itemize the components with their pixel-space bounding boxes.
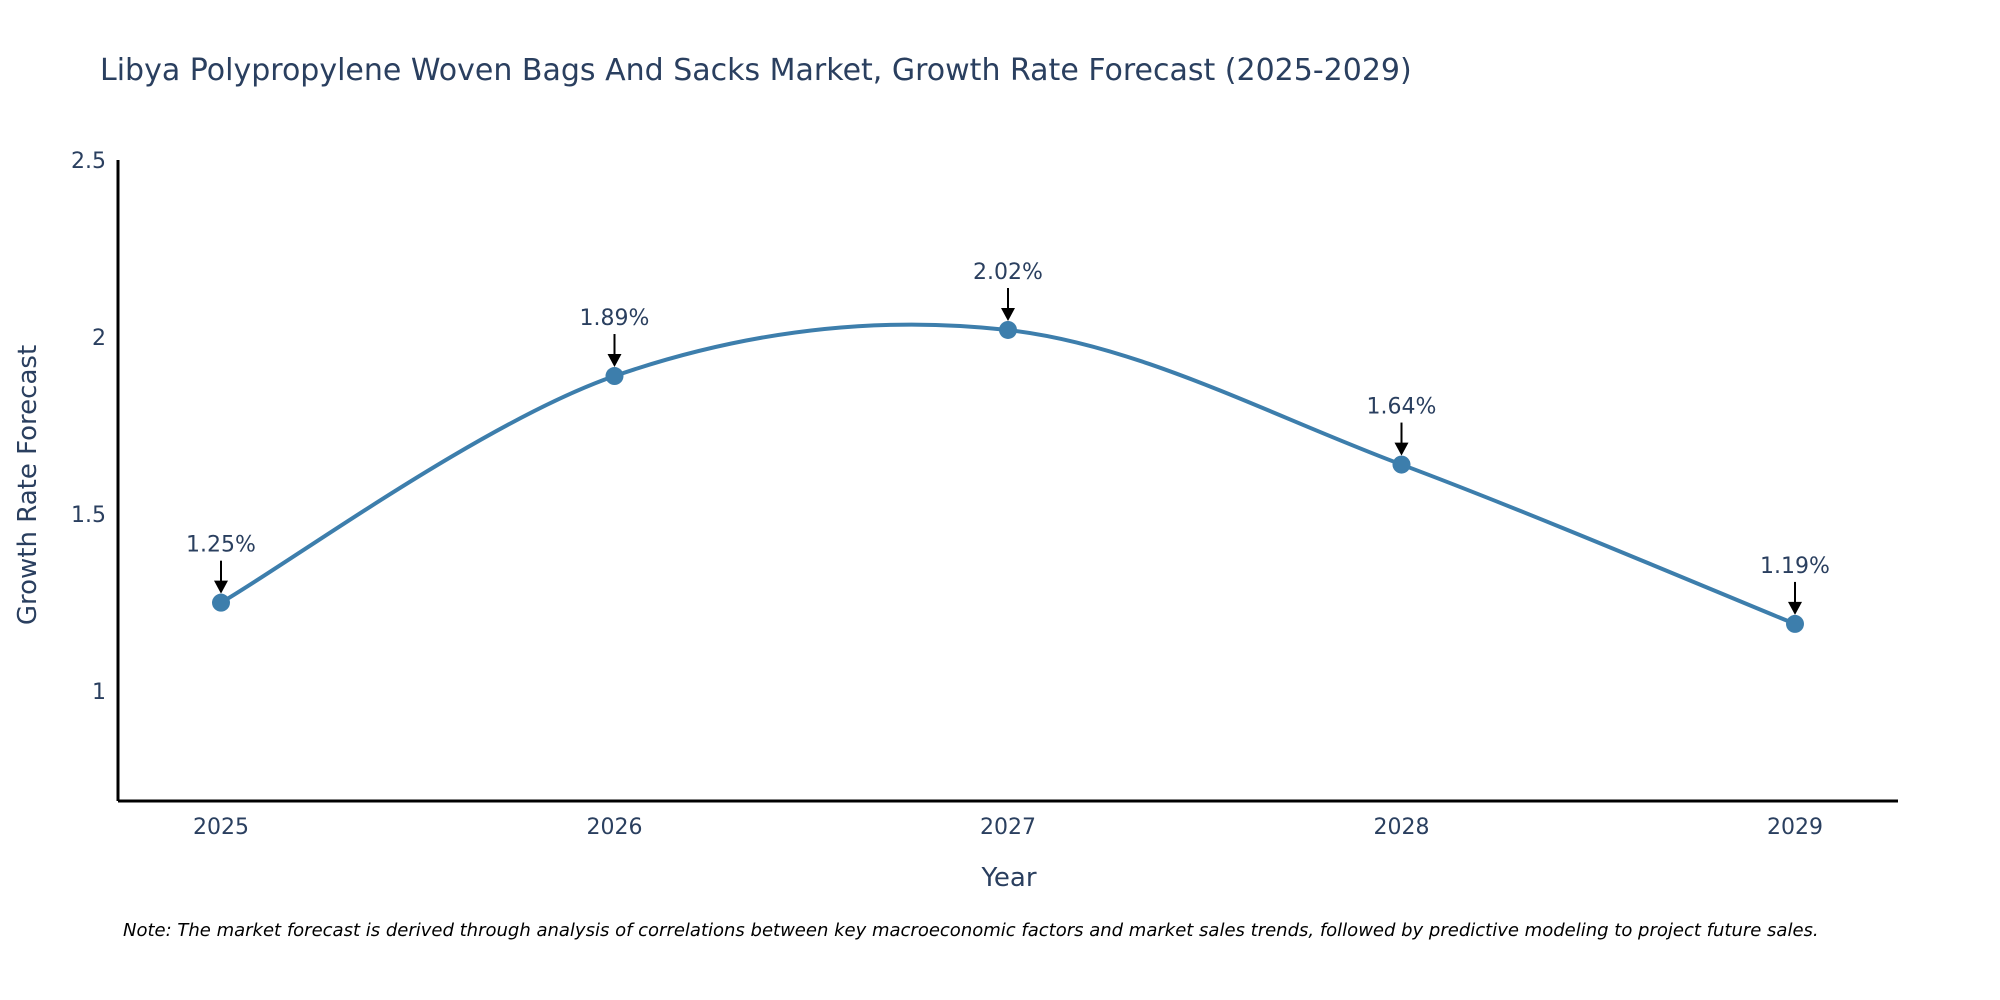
x-tick-label: 2026 [587, 815, 643, 840]
data-label: 2.02% [973, 260, 1043, 285]
data-point [1392, 455, 1411, 474]
annotation-arrowhead [607, 354, 622, 368]
x-axis-title: Year [980, 863, 1036, 893]
x-tick-label: 2029 [1767, 815, 1823, 840]
x-tick-label: 2028 [1374, 815, 1430, 840]
x-tick-label: 2025 [193, 815, 249, 840]
annotation-arrowhead [1788, 601, 1802, 615]
data-point [212, 593, 230, 612]
data-label: 1.64% [1367, 395, 1437, 420]
data-label: 1.25% [186, 533, 256, 558]
x-tick-label: 2027 [980, 815, 1036, 840]
data-point [1786, 614, 1804, 633]
data-point [999, 320, 1017, 339]
footnote: Note: The market forecast is derived thr… [123, 920, 1819, 941]
data-label: 1.89% [580, 306, 650, 331]
data-label: 1.19% [1760, 554, 1830, 579]
annotation-arrowhead [1394, 442, 1409, 456]
annotation-arrowhead [214, 580, 228, 594]
series-line [220, 322, 1796, 626]
y-tick-label: 2.5 [71, 149, 106, 174]
annotation-arrowhead [1001, 307, 1015, 321]
y-axis-title: Growth Rate Forecast [13, 345, 43, 625]
chart-title: Libya Polypropylene Woven Bags And Sacks… [100, 53, 1412, 88]
y-tick-label: 2 [92, 326, 106, 351]
y-tick-label: 1 [92, 680, 106, 705]
plot-area: 1 1.5 2 2.5 2025 2026 2027 2028 2029 1.25% 1.89% 2.… [71, 149, 1898, 840]
y-tick-label: 1.5 [71, 503, 106, 528]
data-point [605, 367, 624, 386]
